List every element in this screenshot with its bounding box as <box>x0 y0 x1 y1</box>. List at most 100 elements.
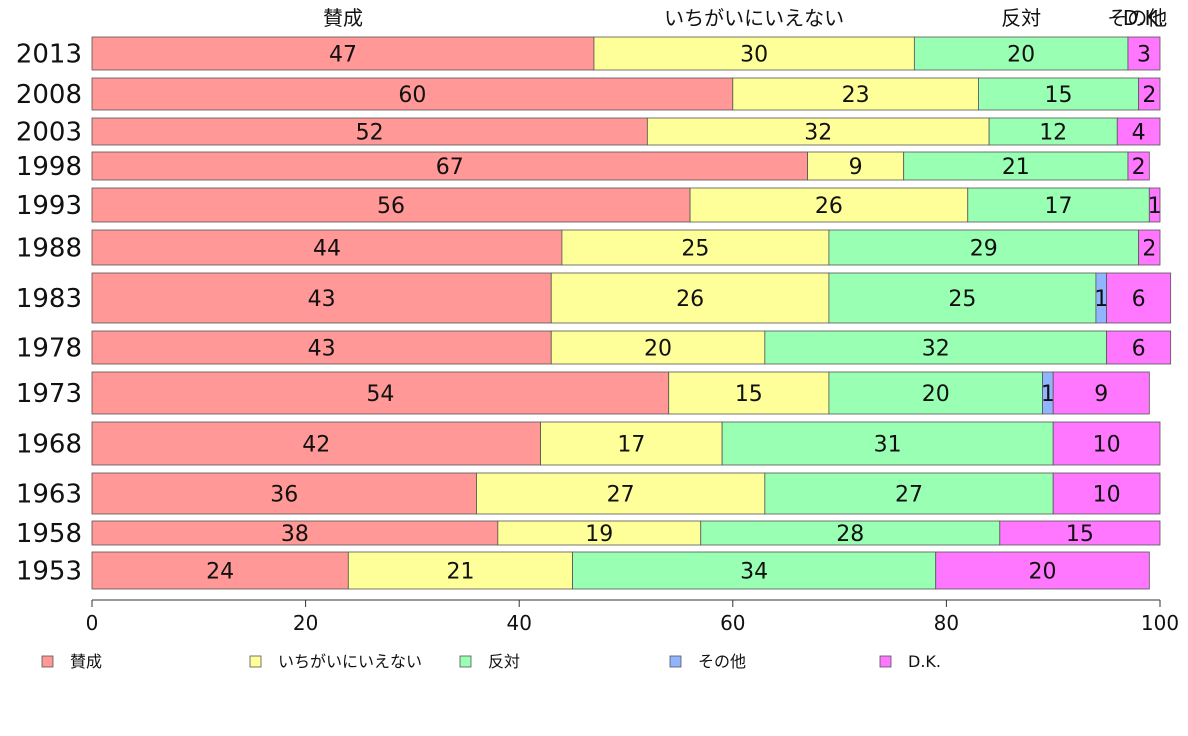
legend-label: 賛成 <box>70 652 102 671</box>
bar-row-1983: 1983 43 26 25 1 6 <box>16 272 1172 324</box>
year-label: 1978 <box>16 334 82 364</box>
year-label: 2008 <box>16 80 82 110</box>
bar-segment <box>967 187 1150 223</box>
segment-value-label: 1 <box>1094 287 1108 312</box>
legend-item: 賛成 <box>41 652 102 671</box>
bar-segment <box>347 551 574 590</box>
segment-value-label: 15 <box>1045 83 1073 108</box>
bar-segment <box>828 229 1140 266</box>
segment-value-label: 6 <box>1132 287 1146 312</box>
segment-value-label: 20 <box>1029 560 1057 585</box>
x-tick-label: 20 <box>293 611 318 635</box>
segment-value-label: 17 <box>1045 194 1073 219</box>
bar-segment <box>476 472 766 515</box>
segment-value-label: 60 <box>398 83 426 108</box>
segment-value-label: 54 <box>366 382 394 407</box>
segment-value-label: 25 <box>681 237 709 262</box>
header-label-3: その他 <box>1107 6 1167 30</box>
legend-label: D.K. <box>908 652 941 671</box>
bar-segment <box>689 187 969 223</box>
bar-segment <box>572 551 937 590</box>
segment-value-label: 20 <box>922 382 950 407</box>
bar-segment <box>1127 151 1150 181</box>
bar-row-1973: 1973 54 15 20 1 9 <box>16 371 1150 415</box>
bar-segment <box>988 117 1118 146</box>
segment-value-label: 10 <box>1093 483 1121 508</box>
year-label: 1963 <box>16 480 82 510</box>
year-label: 1968 <box>16 430 82 460</box>
segment-value-label: 28 <box>836 522 864 547</box>
bar-segment <box>646 117 990 146</box>
bar-segment <box>91 272 552 324</box>
segment-value-label: 9 <box>849 155 863 180</box>
bar-row-2008: 2008 60 23 15 2 <box>16 77 1161 111</box>
segment-value-label: 21 <box>446 560 474 585</box>
segment-value-label: 20 <box>644 337 672 362</box>
year-label: 1993 <box>16 191 82 221</box>
segment-value-label: 42 <box>302 433 330 458</box>
header-label-1: いちがいにいえない <box>664 6 844 30</box>
x-tick-label: 60 <box>720 611 745 635</box>
bar-segment <box>903 151 1129 181</box>
segment-value-label: 25 <box>948 287 976 312</box>
segment-value-label: 21 <box>1002 155 1030 180</box>
year-label: 2013 <box>16 40 82 70</box>
bar-segment <box>1052 472 1161 515</box>
segment-value-label: 34 <box>740 560 768 585</box>
bar-row-1968: 1968 42 17 31 10 <box>16 421 1161 466</box>
bar-segment <box>935 551 1150 590</box>
header-label-0: 賛成 <box>323 6 363 30</box>
legend-swatch <box>669 655 682 668</box>
bar-segment <box>91 36 595 71</box>
bar-row-2013: 2013 47 30 20 3 <box>16 36 1161 71</box>
bar-segment <box>593 36 915 71</box>
bar-row-1958: 1958 38 19 28 15 <box>16 519 1161 549</box>
segment-value-label: 19 <box>585 522 613 547</box>
segment-value-label: 56 <box>377 194 405 219</box>
x-tick-label: 0 <box>86 611 99 635</box>
segment-value-label: 15 <box>735 382 763 407</box>
segment-value-label: 32 <box>804 121 832 146</box>
x-axis: 0 20 40 60 80 100 <box>86 599 1179 635</box>
legend-item: 反対 <box>459 652 520 671</box>
legend-label: その他 <box>698 652 746 671</box>
header-label-4: D.K. <box>1123 6 1164 30</box>
segment-value-label: 20 <box>1007 43 1035 68</box>
bar-row-1963: 1963 36 27 27 10 <box>16 472 1161 515</box>
segment-value-label: 6 <box>1132 337 1146 362</box>
bar-segment <box>1148 187 1161 223</box>
segment-value-label: 4 <box>1132 121 1146 146</box>
bar-segment <box>1052 421 1161 466</box>
bar-segment <box>764 472 1054 515</box>
bar-segment <box>561 229 830 266</box>
segment-value-label: 38 <box>281 522 309 547</box>
bar-segment <box>91 330 552 365</box>
legend-label: いちがいにいえない <box>278 652 422 671</box>
legend-item: その他 <box>669 652 746 671</box>
x-tick-label: 80 <box>934 611 959 635</box>
bar-segment <box>732 77 979 111</box>
year-label: 1983 <box>16 284 82 314</box>
segment-value-label: 67 <box>436 155 464 180</box>
segment-value-label: 2 <box>1132 155 1146 180</box>
bar-segment <box>540 421 723 466</box>
legend-item: いちがいにいえない <box>249 652 422 671</box>
segment-value-label: 12 <box>1039 121 1067 146</box>
bar-segment <box>913 36 1129 71</box>
bar-segment <box>497 520 702 546</box>
bar-segment <box>828 371 1043 415</box>
segment-value-label: 26 <box>815 194 843 219</box>
bar-segment <box>91 551 349 590</box>
bar-segment <box>91 472 477 515</box>
year-label: 2003 <box>16 118 82 148</box>
bar-segment <box>1052 371 1150 415</box>
segment-value-label: 29 <box>970 237 998 262</box>
bar-row-1988: 1988 44 25 29 2 <box>16 229 1161 266</box>
year-label: 1958 <box>16 519 82 549</box>
bar-segment <box>91 229 563 266</box>
bar-segment <box>91 520 499 546</box>
segment-value-label: 1 <box>1041 382 1055 407</box>
segment-value-label: 47 <box>329 43 357 68</box>
segment-value-label: 36 <box>270 483 298 508</box>
